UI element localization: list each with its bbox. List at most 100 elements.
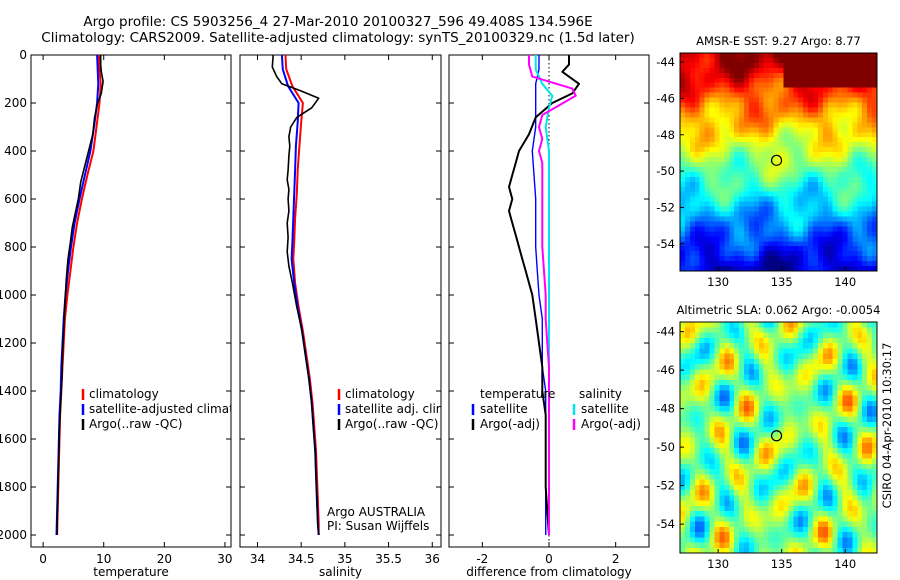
- sst_map-frame: [679, 52, 878, 272]
- heatmap-cell: [793, 327, 799, 334]
- heatmap-cell: [763, 411, 770, 418]
- heatmap-cell: [788, 77, 794, 84]
- heatmap-cell: [680, 97, 686, 104]
- heatmap-cell: [783, 92, 789, 99]
- heatmap-cell: [832, 211, 839, 218]
- heatmap-cell: [857, 221, 863, 227]
- heatmap-cell: [812, 171, 819, 178]
- heatmap-cell: [867, 358, 873, 365]
- heatmap-cell: [837, 152, 844, 158]
- heatmap-cell: [847, 432, 853, 439]
- heatmap-cell: [680, 474, 686, 481]
- heatmap-cell: [837, 157, 844, 163]
- heatmap-cell: [862, 147, 868, 153]
- heatmap-cell: [694, 511, 701, 517]
- heatmap-cell: [812, 332, 819, 339]
- heatmap-cell: [857, 181, 863, 188]
- heatmap-cell: [862, 463, 868, 470]
- heatmap-cell: [763, 176, 770, 183]
- heatmap-cell: [768, 505, 775, 512]
- heatmap-cell: [842, 416, 849, 423]
- heatmap-cell: [827, 117, 834, 123]
- heatmap-cell: [734, 162, 740, 168]
- heatmap-cell: [699, 364, 706, 370]
- heatmap-cell: [704, 82, 711, 89]
- heatmap-cell: [684, 432, 691, 439]
- heatmap-cell: [817, 171, 824, 178]
- heatmap-cell: [812, 521, 819, 528]
- heatmap-cell: [714, 495, 720, 502]
- heatmap-cell: [827, 53, 834, 59]
- heatmap-cell: [734, 166, 740, 173]
- heatmap-cell: [793, 226, 799, 232]
- heatmap-cell: [847, 162, 853, 168]
- heatmap-cell: [748, 127, 755, 133]
- heatmap-cell: [768, 532, 775, 538]
- heatmap-cell: [689, 231, 696, 237]
- heatmap-cell: [684, 53, 691, 59]
- heatmap-cell: [867, 186, 873, 193]
- heatmap-cell: [724, 53, 730, 59]
- heatmap-cell: [758, 337, 765, 344]
- heatmap-cell: [872, 463, 878, 470]
- heatmap-cell: [763, 266, 770, 272]
- heatmap-cell: [689, 216, 696, 223]
- heatmap-cell: [763, 241, 770, 247]
- heatmap-cell: [758, 77, 765, 84]
- heatmap-cell: [827, 400, 834, 407]
- heatmap-cell: [867, 495, 873, 502]
- heatmap-cell: [689, 82, 696, 89]
- heatmap-cell: [842, 526, 849, 533]
- heatmap-cell: [768, 390, 775, 397]
- heatmap-cell: [694, 246, 701, 252]
- sla_map-xtick-label: 135: [771, 557, 793, 571]
- heatmap-cell: [822, 67, 829, 74]
- heatmap-cell: [793, 484, 799, 491]
- heatmap-cell: [758, 57, 765, 64]
- heatmap-cell: [832, 416, 839, 423]
- heatmap-cell: [798, 241, 804, 247]
- heatmap-cell: [684, 127, 691, 133]
- heatmap-cell: [684, 152, 691, 158]
- heatmap-cell: [753, 97, 760, 104]
- heatmap-cell: [857, 327, 863, 334]
- heatmap-cell: [857, 479, 863, 486]
- heatmap-cell: [867, 236, 873, 242]
- heatmap-cell: [773, 495, 780, 502]
- heatmap-cell: [822, 122, 829, 128]
- heatmap-cell: [837, 92, 844, 99]
- heatmap-cell: [758, 432, 765, 439]
- heatmap-cell: [837, 343, 844, 349]
- heatmap-cell: [748, 241, 755, 247]
- heatmap-cell: [832, 251, 839, 257]
- heatmap-cell: [857, 226, 863, 232]
- heatmap-cell: [827, 211, 834, 218]
- heatmap-cell: [837, 495, 844, 502]
- heatmap-cell: [739, 152, 745, 158]
- heatmap-cell: [867, 411, 873, 418]
- heatmap-cell: [729, 505, 735, 512]
- heatmap-cell: [704, 406, 711, 412]
- heatmap-cell: [817, 236, 824, 242]
- heatmap-cell: [763, 87, 770, 94]
- heatmap-cell: [734, 369, 740, 376]
- heatmap-cell: [817, 458, 824, 465]
- heatmap-cell: [699, 526, 706, 533]
- heatmap-cell: [680, 400, 686, 407]
- heatmap-cell: [719, 358, 725, 365]
- heatmap-cell: [680, 353, 686, 360]
- heatmap-cell: [744, 87, 750, 94]
- heatmap-cell: [704, 448, 711, 454]
- heatmap-cell: [798, 107, 804, 114]
- heatmap-cell: [827, 191, 834, 198]
- heatmap-cell: [852, 479, 858, 486]
- heatmap-cell: [803, 484, 809, 491]
- heatmap-cell: [684, 511, 691, 517]
- heatmap-cell: [793, 469, 799, 475]
- heatmap-cell: [684, 256, 691, 262]
- heatmap-cell: [803, 132, 809, 138]
- heatmap-cell: [758, 406, 765, 412]
- heatmap-cell: [680, 231, 686, 237]
- heatmap-cell: [739, 400, 745, 407]
- heatmap-cell: [827, 147, 834, 153]
